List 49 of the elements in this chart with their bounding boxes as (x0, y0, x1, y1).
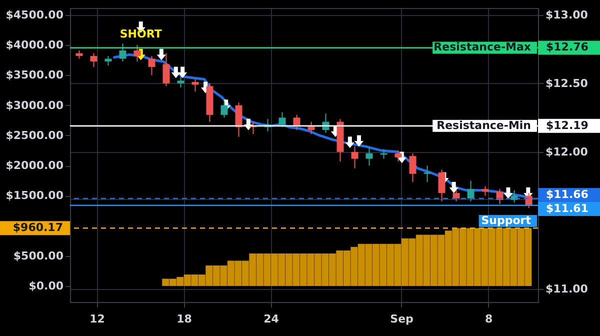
candlestick (409, 152, 416, 183)
candlestick (351, 146, 358, 169)
ref-line-label: Resistance-Max (434, 40, 531, 54)
y-tick-label: $500.00 (13, 249, 64, 262)
y2-tick-label: $12.19 (546, 118, 588, 132)
y-tick-label: $4000.00 (6, 38, 64, 52)
y2-tick-label: $11.66 (546, 188, 589, 201)
candlestick (177, 76, 184, 88)
x-tick-label: 8 (484, 312, 493, 326)
candlestick (104, 55, 112, 66)
candlestick (220, 100, 228, 118)
y-tick-label: $1500.00 (6, 189, 64, 202)
candlestick (235, 102, 242, 138)
x-tick-label: Sep (390, 312, 414, 326)
y2-tick-label: $12.50 (546, 76, 588, 90)
candlestick (467, 180, 474, 202)
y2-tick-label: $13.00 (546, 8, 588, 22)
y2-tick-label: $11.00 (546, 282, 588, 296)
y-tick-label: $2500.00 (6, 128, 64, 142)
candlestick (119, 43, 126, 62)
annotation: SHORT (120, 28, 162, 41)
candlestick (424, 165, 431, 183)
candlestick (496, 188, 504, 204)
candlestick (452, 190, 460, 202)
candlestick (366, 147, 373, 166)
ref-line-label: Support (481, 214, 531, 227)
candlestick (293, 114, 300, 130)
x-tick-label: 18 (176, 312, 192, 326)
y-tick-label: $4500.00 (6, 8, 64, 22)
y2-tick-label: $12.00 (546, 145, 588, 158)
y-tick-label: $2000.00 (6, 159, 64, 172)
candlestick (278, 112, 286, 128)
x-tick-label: 12 (90, 312, 105, 326)
y2-tick-label: $12.76 (546, 40, 589, 54)
ref-line-label: Resistance-Min (436, 118, 531, 132)
y-tick-label: $960.17 (12, 221, 63, 234)
candlestick (148, 55, 156, 76)
candlestick (394, 150, 402, 162)
candlestick (90, 52, 98, 68)
y-tick-label: $3500.00 (6, 68, 64, 82)
y-tick-label: $3000.00 (6, 98, 64, 112)
candlestick (438, 169, 446, 202)
y2-tick-label: $11.61 (546, 202, 588, 215)
candlestick (162, 52, 170, 87)
candlestick (192, 78, 199, 92)
candlestick (134, 44, 141, 62)
candlestick (482, 186, 489, 196)
x-tick-label: 24 (264, 312, 280, 326)
y-tick-label: $0.00 (28, 279, 64, 292)
